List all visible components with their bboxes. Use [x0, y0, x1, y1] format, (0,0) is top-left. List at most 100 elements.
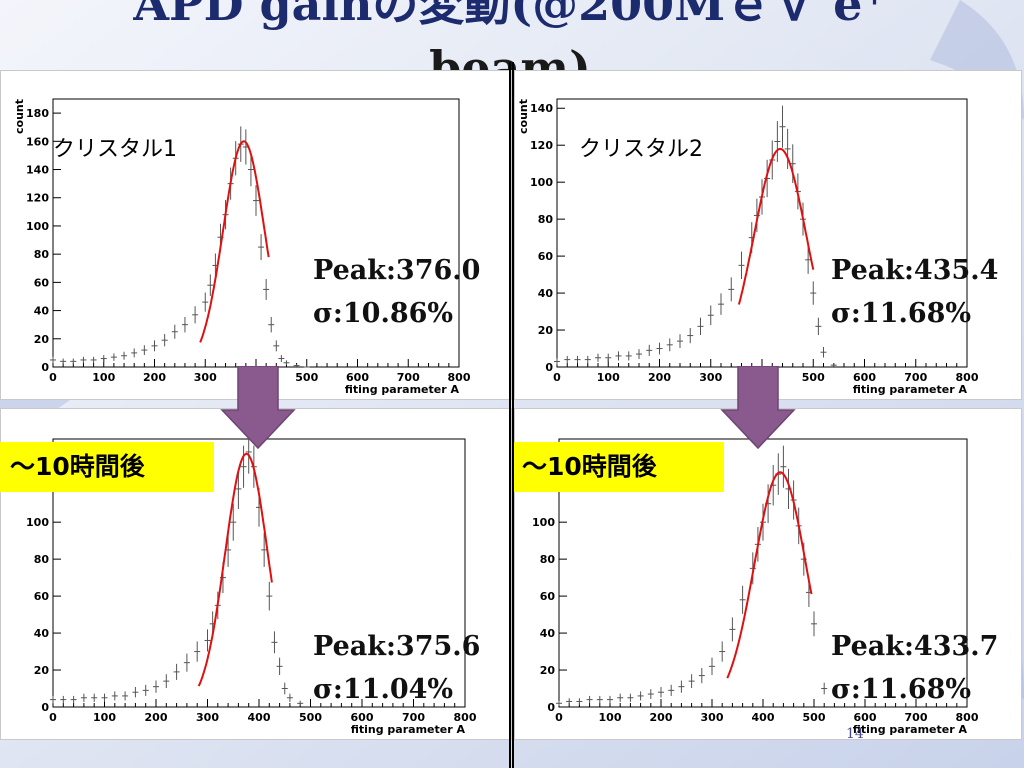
down-arrow-icon [220, 366, 296, 450]
data-point [784, 128, 791, 169]
y-tick-label: 120 [26, 192, 49, 205]
data-point [830, 363, 837, 367]
data-point [815, 317, 822, 336]
y-tick-label: 80 [540, 553, 556, 566]
data-point [163, 674, 170, 689]
data-point [698, 667, 705, 684]
y-tick-label: 0 [545, 361, 553, 374]
data-point [774, 121, 781, 162]
data-point [142, 684, 149, 696]
y-tick-label: 120 [530, 139, 553, 152]
data-point [554, 358, 560, 365]
data-point [293, 364, 300, 367]
y-tick-label: 160 [26, 135, 49, 148]
peak-value: Peak:375.6 [313, 631, 481, 662]
data-point [230, 503, 237, 541]
data-point [564, 355, 571, 364]
data-point [576, 698, 583, 705]
y-tick-label: 100 [26, 220, 49, 233]
data-point [70, 358, 77, 365]
x-tick-label: 100 [92, 371, 115, 384]
x-tick-label: 700 [905, 711, 928, 724]
data-point [266, 581, 273, 611]
y-tick-label: 0 [41, 701, 49, 714]
fit-stats: Peak:375.6 σ:11.04% [313, 625, 480, 711]
data-point [122, 691, 129, 701]
center-divider [509, 62, 514, 768]
data-point [286, 693, 293, 702]
data-point [584, 355, 591, 364]
data-point [60, 358, 67, 365]
y-tick-label: 20 [34, 664, 50, 677]
data-point [697, 317, 704, 336]
data-point [192, 306, 199, 324]
data-point [779, 105, 786, 148]
x-tick-label: 800 [454, 711, 477, 724]
peak-value: Peak:433.7 [831, 631, 999, 662]
data-point [101, 693, 108, 702]
histogram-panel-crystal1: 0100200300400500600700800020406080100120… [0, 70, 512, 400]
data-point [805, 245, 812, 274]
x-tick-label: 600 [346, 371, 369, 384]
data-point [780, 445, 787, 488]
data-point [161, 334, 168, 347]
fit-curve [726, 471, 813, 679]
x-tick-label: 300 [701, 711, 724, 724]
data-point [261, 532, 268, 567]
x-tick-label: 200 [650, 711, 673, 724]
data-point [647, 689, 654, 699]
x-tick-label: 500 [295, 371, 318, 384]
data-point [607, 695, 613, 704]
y-tick-label: 40 [34, 305, 50, 318]
data-point [574, 355, 581, 364]
y-tick-label: 0 [41, 361, 49, 374]
x-tick-label: 100 [599, 711, 622, 724]
y-tick-label: 100 [26, 516, 49, 529]
y-axis-label: count [517, 99, 530, 134]
y-tick-label: 20 [540, 664, 556, 677]
data-point [303, 365, 310, 368]
data-point [173, 663, 180, 680]
histogram-chart-crystal2: 0100200300400500600700800020406080100120… [517, 98, 979, 396]
data-point [656, 342, 663, 355]
slide-title-line1: APD gainの変動(@200MｅＶ e⁺ [133, 0, 887, 31]
crystal-label: クリスタル2 [579, 137, 703, 162]
data-point [810, 281, 817, 305]
data-point [194, 641, 201, 662]
x-axis-label: fiting parameter A [345, 383, 460, 396]
data-point [171, 324, 178, 339]
data-point [556, 700, 562, 706]
y-tick-label: 20 [34, 333, 50, 346]
x-tick-label: 0 [49, 711, 57, 724]
data-point [258, 234, 265, 261]
y-tick-label: 0 [547, 701, 555, 714]
data-point [181, 316, 188, 333]
data-point [204, 629, 211, 652]
data-point [729, 617, 736, 642]
data-point [273, 340, 280, 352]
histogram-chart-crystal1: 0100200300400500600700800020406080100120… [13, 98, 471, 396]
x-tick-label: 700 [402, 711, 425, 724]
data-point [247, 152, 254, 187]
y-tick-label: 100 [530, 176, 553, 189]
peak-value: Peak:376.0 [313, 255, 481, 286]
data-point [678, 680, 685, 693]
data-point [90, 356, 97, 364]
x-tick-label: 700 [904, 371, 927, 384]
x-tick-label: 200 [143, 371, 166, 384]
x-tick-label: 600 [853, 371, 876, 384]
data-point [811, 611, 817, 637]
data-point [625, 351, 632, 361]
data-point [283, 360, 290, 366]
data-point [739, 585, 746, 614]
fit-curve [197, 452, 273, 687]
data-point [718, 293, 724, 315]
fit-stats: Peak:435.4 σ:11.68% [831, 249, 998, 335]
data-point [268, 316, 275, 333]
x-tick-label: 400 [752, 711, 775, 724]
x-tick-label: 800 [956, 711, 979, 724]
data-point [278, 355, 285, 362]
x-tick-label: 700 [397, 371, 420, 384]
data-point [131, 348, 138, 358]
x-tick-label: 800 [956, 371, 979, 384]
